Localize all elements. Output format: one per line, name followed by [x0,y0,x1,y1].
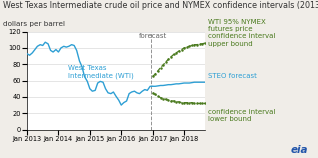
Text: STEO forecast: STEO forecast [208,73,257,79]
Text: confidence interval
lower bound: confidence interval lower bound [208,109,276,122]
Text: West Texas Intermediate crude oil price and NYMEX confidence intervals (2013-18): West Texas Intermediate crude oil price … [3,1,318,10]
Text: West Texas
Intermediate (WTI): West Texas Intermediate (WTI) [68,65,134,79]
Text: eia: eia [291,145,308,155]
Text: WTI 95% NYMEX
futures price
confidence interval
upper bound: WTI 95% NYMEX futures price confidence i… [208,19,276,47]
Text: dollars per barrel: dollars per barrel [3,21,65,27]
Text: forecast: forecast [139,33,167,39]
